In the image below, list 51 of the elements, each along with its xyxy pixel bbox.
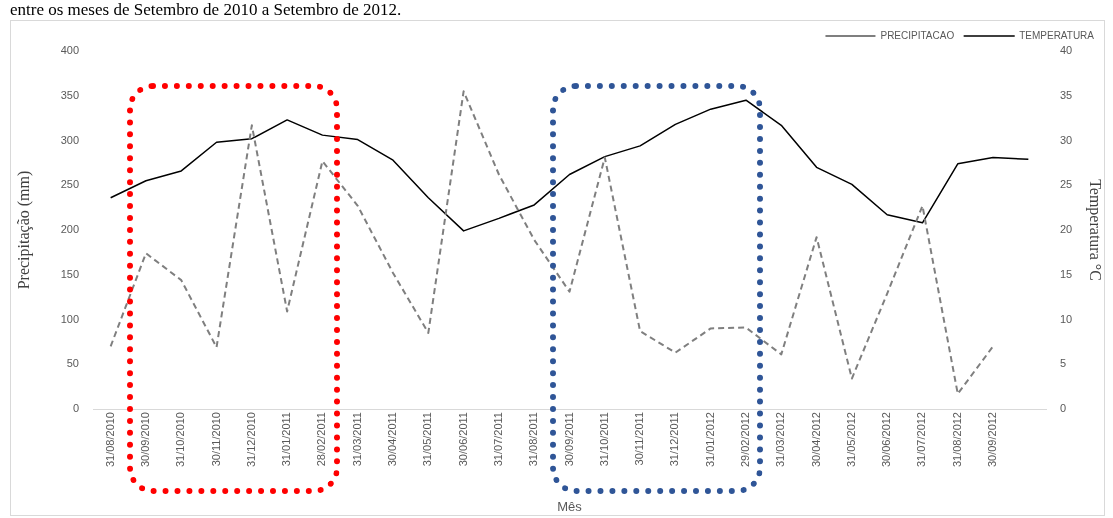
x-tick-label: 30/06/2011 (456, 412, 469, 467)
y2-tick-label: 10 (1060, 312, 1073, 325)
x-tick-label: 31/03/2011 (350, 412, 363, 467)
x-tick-label: 31/07/2012 (915, 412, 928, 468)
x-tick-label: 31/07/2011 (491, 412, 504, 467)
y-tick-label: 300 (60, 133, 79, 146)
y2-tick-label: 40 (1060, 44, 1073, 57)
y2-tick-label: 25 (1060, 178, 1073, 191)
x-tick-label: 31/01/2011 (280, 412, 293, 467)
y2-axis-title: Temperatura °C (1086, 179, 1105, 281)
x-tick-label: 30/09/2012 (986, 412, 999, 468)
x-tick-label: 31/01/2012 (703, 412, 716, 468)
x-tick-label: 31/05/2011 (421, 412, 434, 467)
y2-tick-label: 35 (1060, 88, 1073, 101)
legend-label: TEMPERATURA (1019, 29, 1095, 41)
y2-tick-label: 30 (1060, 133, 1073, 146)
x-tick-label: 30/11/2010 (209, 412, 222, 467)
y-tick-label: 400 (60, 44, 79, 57)
y2-tick-label: 0 (1060, 402, 1067, 415)
x-tick-label: 30/04/2012 (809, 412, 822, 468)
x-tick-label: 30/09/2011 (562, 412, 575, 467)
y-axis-title: Precipitação (mm) (14, 170, 33, 290)
x-tick-label: 30/11/2011 (633, 412, 646, 466)
x-tick-label: 31/10/2010 (174, 412, 187, 468)
y-tick-label: 100 (60, 312, 79, 325)
x-tick-label: 30/09/2010 (138, 412, 151, 468)
y2-tick-label: 20 (1060, 223, 1073, 236)
y-tick-label: 250 (60, 178, 79, 191)
x-tick-label: 31/12/2011 (668, 412, 681, 467)
x-tick-label: 31/05/2012 (844, 412, 857, 468)
x-tick-label: 31/08/2010 (103, 412, 116, 468)
x-tick-label: 30/06/2012 (880, 412, 893, 468)
line-series (109, 90, 995, 395)
y-tick-label: 150 (60, 267, 79, 280)
x-tick-label: 31/12/2010 (244, 412, 257, 468)
x-tick-label: 31/08/2012 (950, 412, 963, 468)
x-tick-label: 30/04/2011 (386, 412, 399, 467)
x-tick-label: 31/03/2012 (774, 412, 787, 468)
chart-title: entre os meses de Setembro de 2010 a Setembro de 2012. (10, 0, 402, 20)
x-tick-label: 28/02/2011 (315, 412, 328, 467)
x-axis-title: Mês (557, 498, 583, 514)
x-tick-label: 29/02/2012 (739, 412, 752, 468)
y-tick-label: 350 (60, 88, 79, 101)
y2-tick-label: 15 (1060, 267, 1073, 280)
y-tick-label: 200 (60, 223, 79, 236)
y-tick-label: 0 (72, 402, 79, 415)
y2-tick-label: 5 (1060, 357, 1067, 370)
x-tick-label: 31/08/2011 (527, 412, 540, 467)
x-tick-label: 31/10/2011 (597, 412, 610, 467)
legend-label: PRECIPITACAO (880, 29, 955, 41)
y-tick-label: 50 (66, 357, 79, 370)
